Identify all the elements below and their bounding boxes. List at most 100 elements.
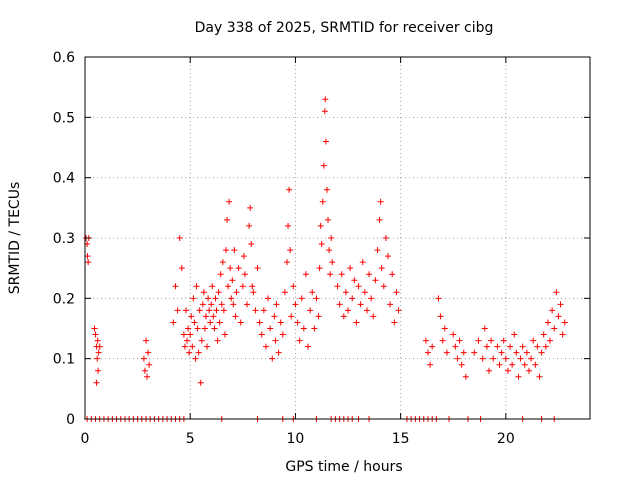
- data-point: [513, 349, 520, 356]
- data-point: [302, 271, 309, 278]
- data-point: [199, 301, 206, 308]
- data-point: [194, 325, 201, 332]
- data-point: [389, 271, 396, 278]
- data-point: [523, 349, 530, 356]
- data-point: [309, 289, 316, 296]
- data-point: [207, 319, 214, 326]
- data-point: [462, 373, 469, 380]
- data-point: [509, 361, 516, 368]
- data-point: [502, 355, 509, 362]
- data-point: [95, 367, 102, 374]
- data-point: [217, 271, 224, 278]
- data-point: [290, 283, 297, 290]
- data-point: [298, 295, 305, 302]
- data-point: [84, 253, 91, 260]
- data-point: [222, 247, 229, 254]
- x-axis-label: GPS time / hours: [285, 459, 402, 475]
- y-axis-label: SRMTID / TECUs: [7, 182, 23, 295]
- data-point: [471, 349, 478, 356]
- data-point: [95, 349, 102, 356]
- data-point: [209, 283, 216, 290]
- data-point: [553, 289, 560, 296]
- data-point: [368, 295, 375, 302]
- data-point: [191, 319, 198, 326]
- data-point: [193, 283, 200, 290]
- data-point: [216, 319, 223, 326]
- data-point: [91, 325, 98, 332]
- data-point: [200, 289, 207, 296]
- data-point: [287, 247, 294, 254]
- data-point: [241, 271, 248, 278]
- data-point: [483, 343, 490, 350]
- data-point: [252, 307, 259, 314]
- data-point: [240, 253, 247, 260]
- data-point: [555, 313, 562, 320]
- data-point: [377, 198, 384, 205]
- data-point: [85, 259, 92, 266]
- data-point: [305, 343, 312, 350]
- data-point: [92, 331, 99, 338]
- data-point: [141, 367, 148, 374]
- data-point: [188, 313, 195, 320]
- data-point: [145, 349, 152, 356]
- data-point: [372, 277, 379, 284]
- data-point: [281, 289, 288, 296]
- data-point: [272, 337, 279, 344]
- data-point: [233, 289, 240, 296]
- data-point: [197, 379, 204, 386]
- data-point: [174, 307, 181, 314]
- data-point: [517, 355, 524, 362]
- data-point: [422, 337, 429, 344]
- data-point: [286, 186, 293, 193]
- data-point: [195, 349, 202, 356]
- data-point: [248, 241, 255, 248]
- data-point: [439, 337, 446, 344]
- data-point: [250, 289, 257, 296]
- data-point: [254, 265, 261, 272]
- data-point: [366, 271, 373, 278]
- data-point: [549, 307, 556, 314]
- data-point: [206, 307, 213, 314]
- data-point: [338, 271, 345, 278]
- data-point: [258, 331, 265, 338]
- data-point: [176, 235, 183, 241]
- data-point: [172, 283, 179, 290]
- data-point: [140, 355, 147, 362]
- data-point: [212, 295, 219, 302]
- data-point: [292, 301, 299, 308]
- data-point: [530, 337, 537, 344]
- data-point: [536, 373, 543, 380]
- data-point: [323, 186, 330, 193]
- data-point: [395, 307, 402, 314]
- data-point: [94, 355, 101, 362]
- data-point: [214, 337, 221, 344]
- data-point: [481, 325, 488, 332]
- data-point: [288, 313, 295, 320]
- data-point: [187, 331, 194, 338]
- data-point: [547, 337, 554, 344]
- x-tick-label: 5: [186, 431, 195, 447]
- data-point: [450, 331, 457, 338]
- data-point: [213, 307, 220, 314]
- data-point: [515, 373, 522, 380]
- y-tick-label: 0.4: [53, 171, 75, 187]
- data-point: [504, 367, 511, 374]
- x-tick-label: 0: [81, 431, 90, 447]
- data-point: [247, 204, 254, 211]
- data-point: [525, 367, 532, 374]
- data-point: [229, 277, 236, 284]
- data-point: [249, 283, 256, 290]
- data-point: [387, 301, 394, 308]
- data-point: [192, 355, 199, 362]
- data-point: [363, 307, 370, 314]
- data-points: [83, 96, 568, 422]
- data-point: [336, 301, 343, 308]
- data-point: [441, 325, 448, 332]
- data-point: [429, 343, 436, 350]
- data-point: [189, 343, 196, 350]
- data-point: [93, 379, 100, 386]
- data-point: [385, 253, 391, 260]
- data-point: [285, 222, 292, 229]
- data-point: [540, 331, 547, 338]
- x-tick-label: 20: [497, 431, 515, 447]
